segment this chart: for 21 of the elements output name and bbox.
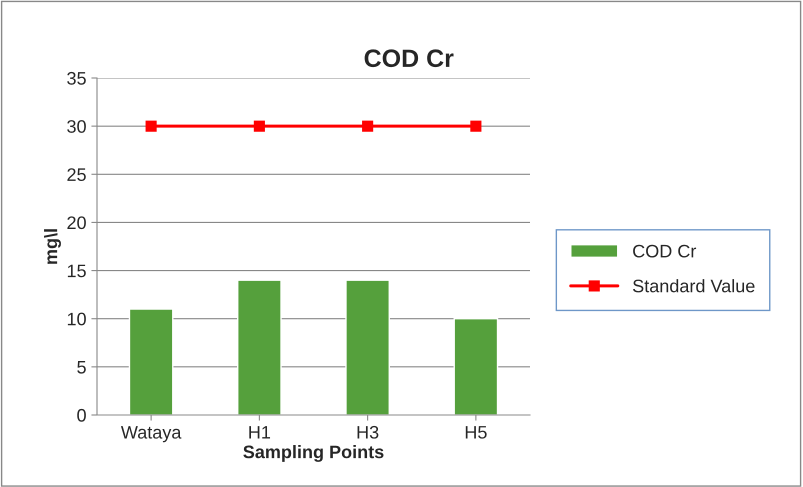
bar <box>128 308 174 415</box>
legend-label: Standard Value <box>633 279 755 292</box>
y-tick-label: 30 <box>67 120 86 133</box>
y-tick-label: 35 <box>67 72 86 85</box>
y-tick-label: 10 <box>68 312 86 326</box>
y-axis-title: mg\l <box>44 229 61 264</box>
x-tick-label: H3 <box>358 426 378 439</box>
y-tick-label: 5 <box>77 360 86 374</box>
y-tick-label: 0 <box>77 408 86 422</box>
x-tick-label: H1 <box>249 426 270 438</box>
bar <box>345 280 390 415</box>
x-tick-label: Wataya <box>120 426 182 442</box>
bar <box>454 318 498 415</box>
x-tick-label: H5 <box>466 426 487 439</box>
chart-title: COD Cr <box>364 49 454 68</box>
y-tick-label: 20 <box>67 216 86 230</box>
bar <box>237 280 282 415</box>
x-axis-title: Sampling Points <box>243 445 384 462</box>
legend-label: COD Cr <box>633 244 696 258</box>
y-tick-label: 15 <box>68 264 86 278</box>
y-tick-label: 25 <box>67 168 86 182</box>
